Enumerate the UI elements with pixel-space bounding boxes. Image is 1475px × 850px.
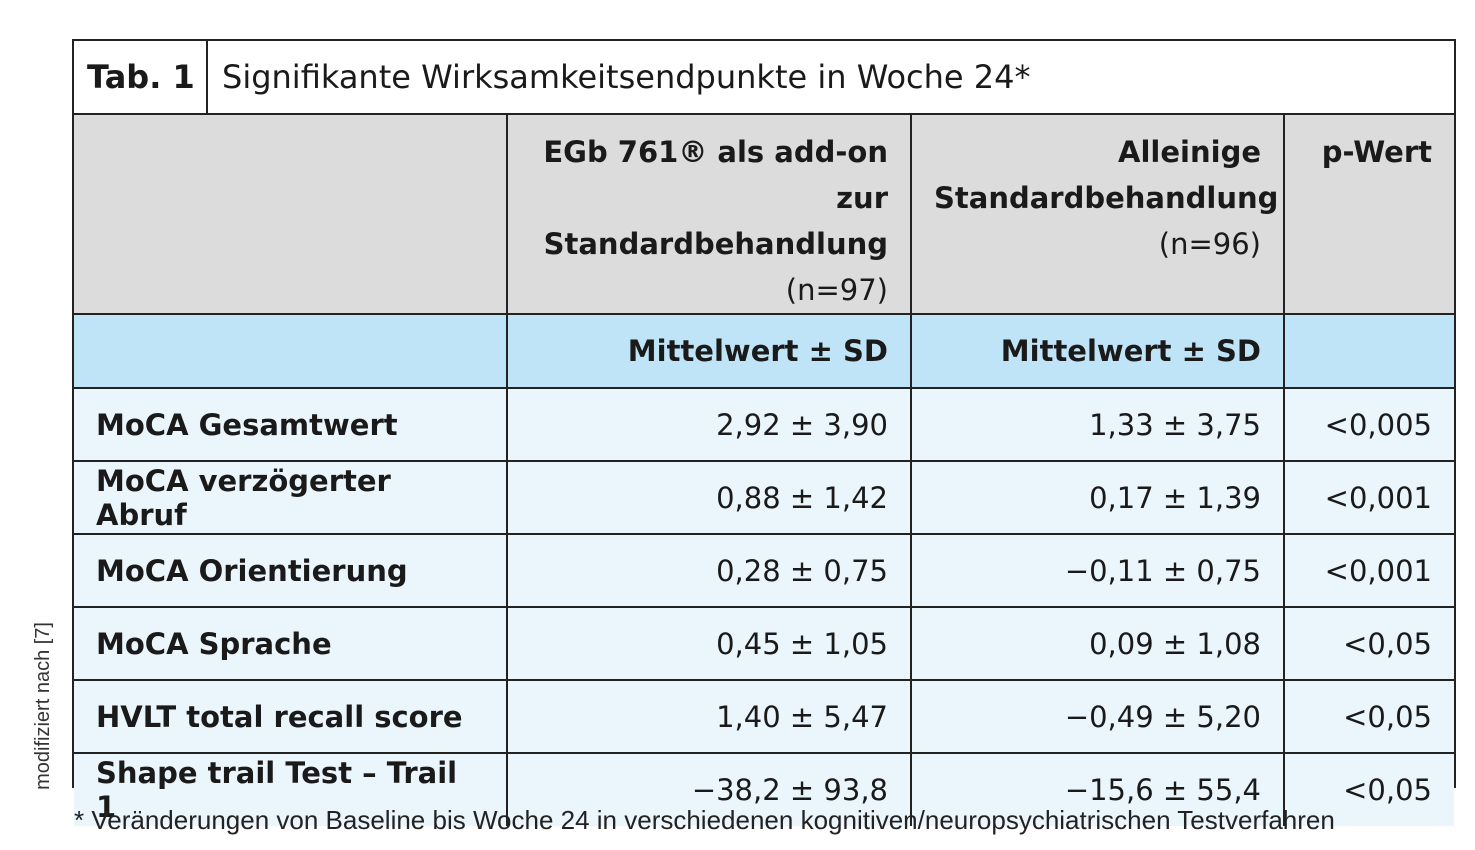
row-standard-value: −0,11 ± 0,75 — [911, 534, 1285, 608]
row-egb-value: 0,28 ± 0,75 — [507, 534, 912, 608]
row-p-value: <0,05 — [1284, 753, 1454, 826]
row-standard-value: −15,6 ± 55,4 — [911, 753, 1285, 826]
row-egb-value: 2,92 ± 3,90 — [507, 388, 912, 462]
row-label: MoCA Sprache — [74, 607, 508, 681]
column-header-row: EGb 761® als add-on zur Standardbehandlu… — [74, 115, 1454, 315]
table-row: MoCA Gesamtwert 2,92 ± 3,90 1,33 ± 3,75 … — [74, 388, 1454, 462]
row-p-value: <0,05 — [1284, 607, 1454, 681]
header-standard-line1: Alleinige — [1118, 135, 1261, 169]
table-number: Tab. 1 — [74, 41, 208, 113]
table-title: Signifikante Wirksamkeitsendpunkte in Wo… — [222, 58, 1031, 96]
header-p-value: p-Wert — [1284, 115, 1454, 315]
table-row: Shape trail Test – Trail 1 −38,2 ± 93,8 … — [74, 753, 1454, 826]
row-p-value: <0,001 — [1284, 534, 1454, 608]
header-egb-line1: EGb 761® als add-on zur — [543, 135, 888, 215]
row-standard-value: 0,09 ± 1,08 — [911, 607, 1285, 681]
table-row: MoCA Sprache 0,45 ± 1,05 0,09 ± 1,08 <0,… — [74, 607, 1454, 681]
table-footnote: * Veränderungen von Baseline bis Woche 2… — [74, 805, 1335, 835]
row-standard-value: 0,17 ± 1,39 — [911, 461, 1285, 535]
header-standard-group: Alleinige Standardbehandlung (n=96) — [911, 115, 1285, 315]
table-frame: Tab. 1 Signifikante Wirksamkeitsendpunkt… — [72, 39, 1456, 826]
subheader-row: Mittelwert ± SD Mittelwert ± SD — [74, 314, 1454, 389]
header-empty-cell — [74, 115, 508, 315]
header-egb-line2: Standardbehandlung — [543, 227, 888, 261]
row-p-value: <0,001 — [1284, 461, 1454, 535]
table-row: MoCA Orientierung 0,28 ± 0,75 −0,11 ± 0,… — [74, 534, 1454, 608]
header-standard-n: (n=96) — [1158, 227, 1261, 261]
row-label: Shape trail Test – Trail 1 — [74, 753, 508, 826]
source-note-text: modifiziert nach [7] — [31, 622, 54, 790]
header-standard-line2: Standardbehandlung — [934, 181, 1279, 215]
row-egb-value: 0,88 ± 1,42 — [507, 461, 912, 535]
row-p-value: <0,005 — [1284, 388, 1454, 462]
header-egb-n: (n=97) — [785, 273, 888, 307]
subheader-egb-stat: Mittelwert ± SD — [507, 314, 912, 389]
table-title-row: Tab. 1 Signifikante Wirksamkeitsendpunkt… — [74, 41, 1454, 115]
source-note: modifiziert nach [7] — [20, 590, 66, 790]
subheader-empty-cell — [74, 314, 508, 389]
row-label: MoCA verzögerter Abruf — [74, 461, 508, 535]
row-label: HVLT total recall score — [74, 680, 508, 754]
table-row: MoCA verzögerter Abruf 0,88 ± 1,42 0,17 … — [74, 461, 1454, 535]
header-egb-group: EGb 761® als add-on zur Standardbehandlu… — [507, 115, 912, 315]
table-row: HVLT total recall score 1,40 ± 5,47 −0,4… — [74, 680, 1454, 754]
subheader-standard-stat: Mittelwert ± SD — [911, 314, 1285, 389]
row-egb-value: −38,2 ± 93,8 — [507, 753, 912, 826]
row-standard-value: −0,49 ± 5,20 — [911, 680, 1285, 754]
row-label: MoCA Gesamtwert — [74, 388, 508, 462]
row-p-value: <0,05 — [1284, 680, 1454, 754]
row-standard-value: 1,33 ± 3,75 — [911, 388, 1285, 462]
row-egb-value: 0,45 ± 1,05 — [507, 607, 912, 681]
subheader-p-cell — [1284, 314, 1454, 389]
row-egb-value: 1,40 ± 5,47 — [507, 680, 912, 754]
row-label: MoCA Orientierung — [74, 534, 508, 608]
results-table: EGb 761® als add-on zur Standardbehandlu… — [74, 115, 1454, 826]
